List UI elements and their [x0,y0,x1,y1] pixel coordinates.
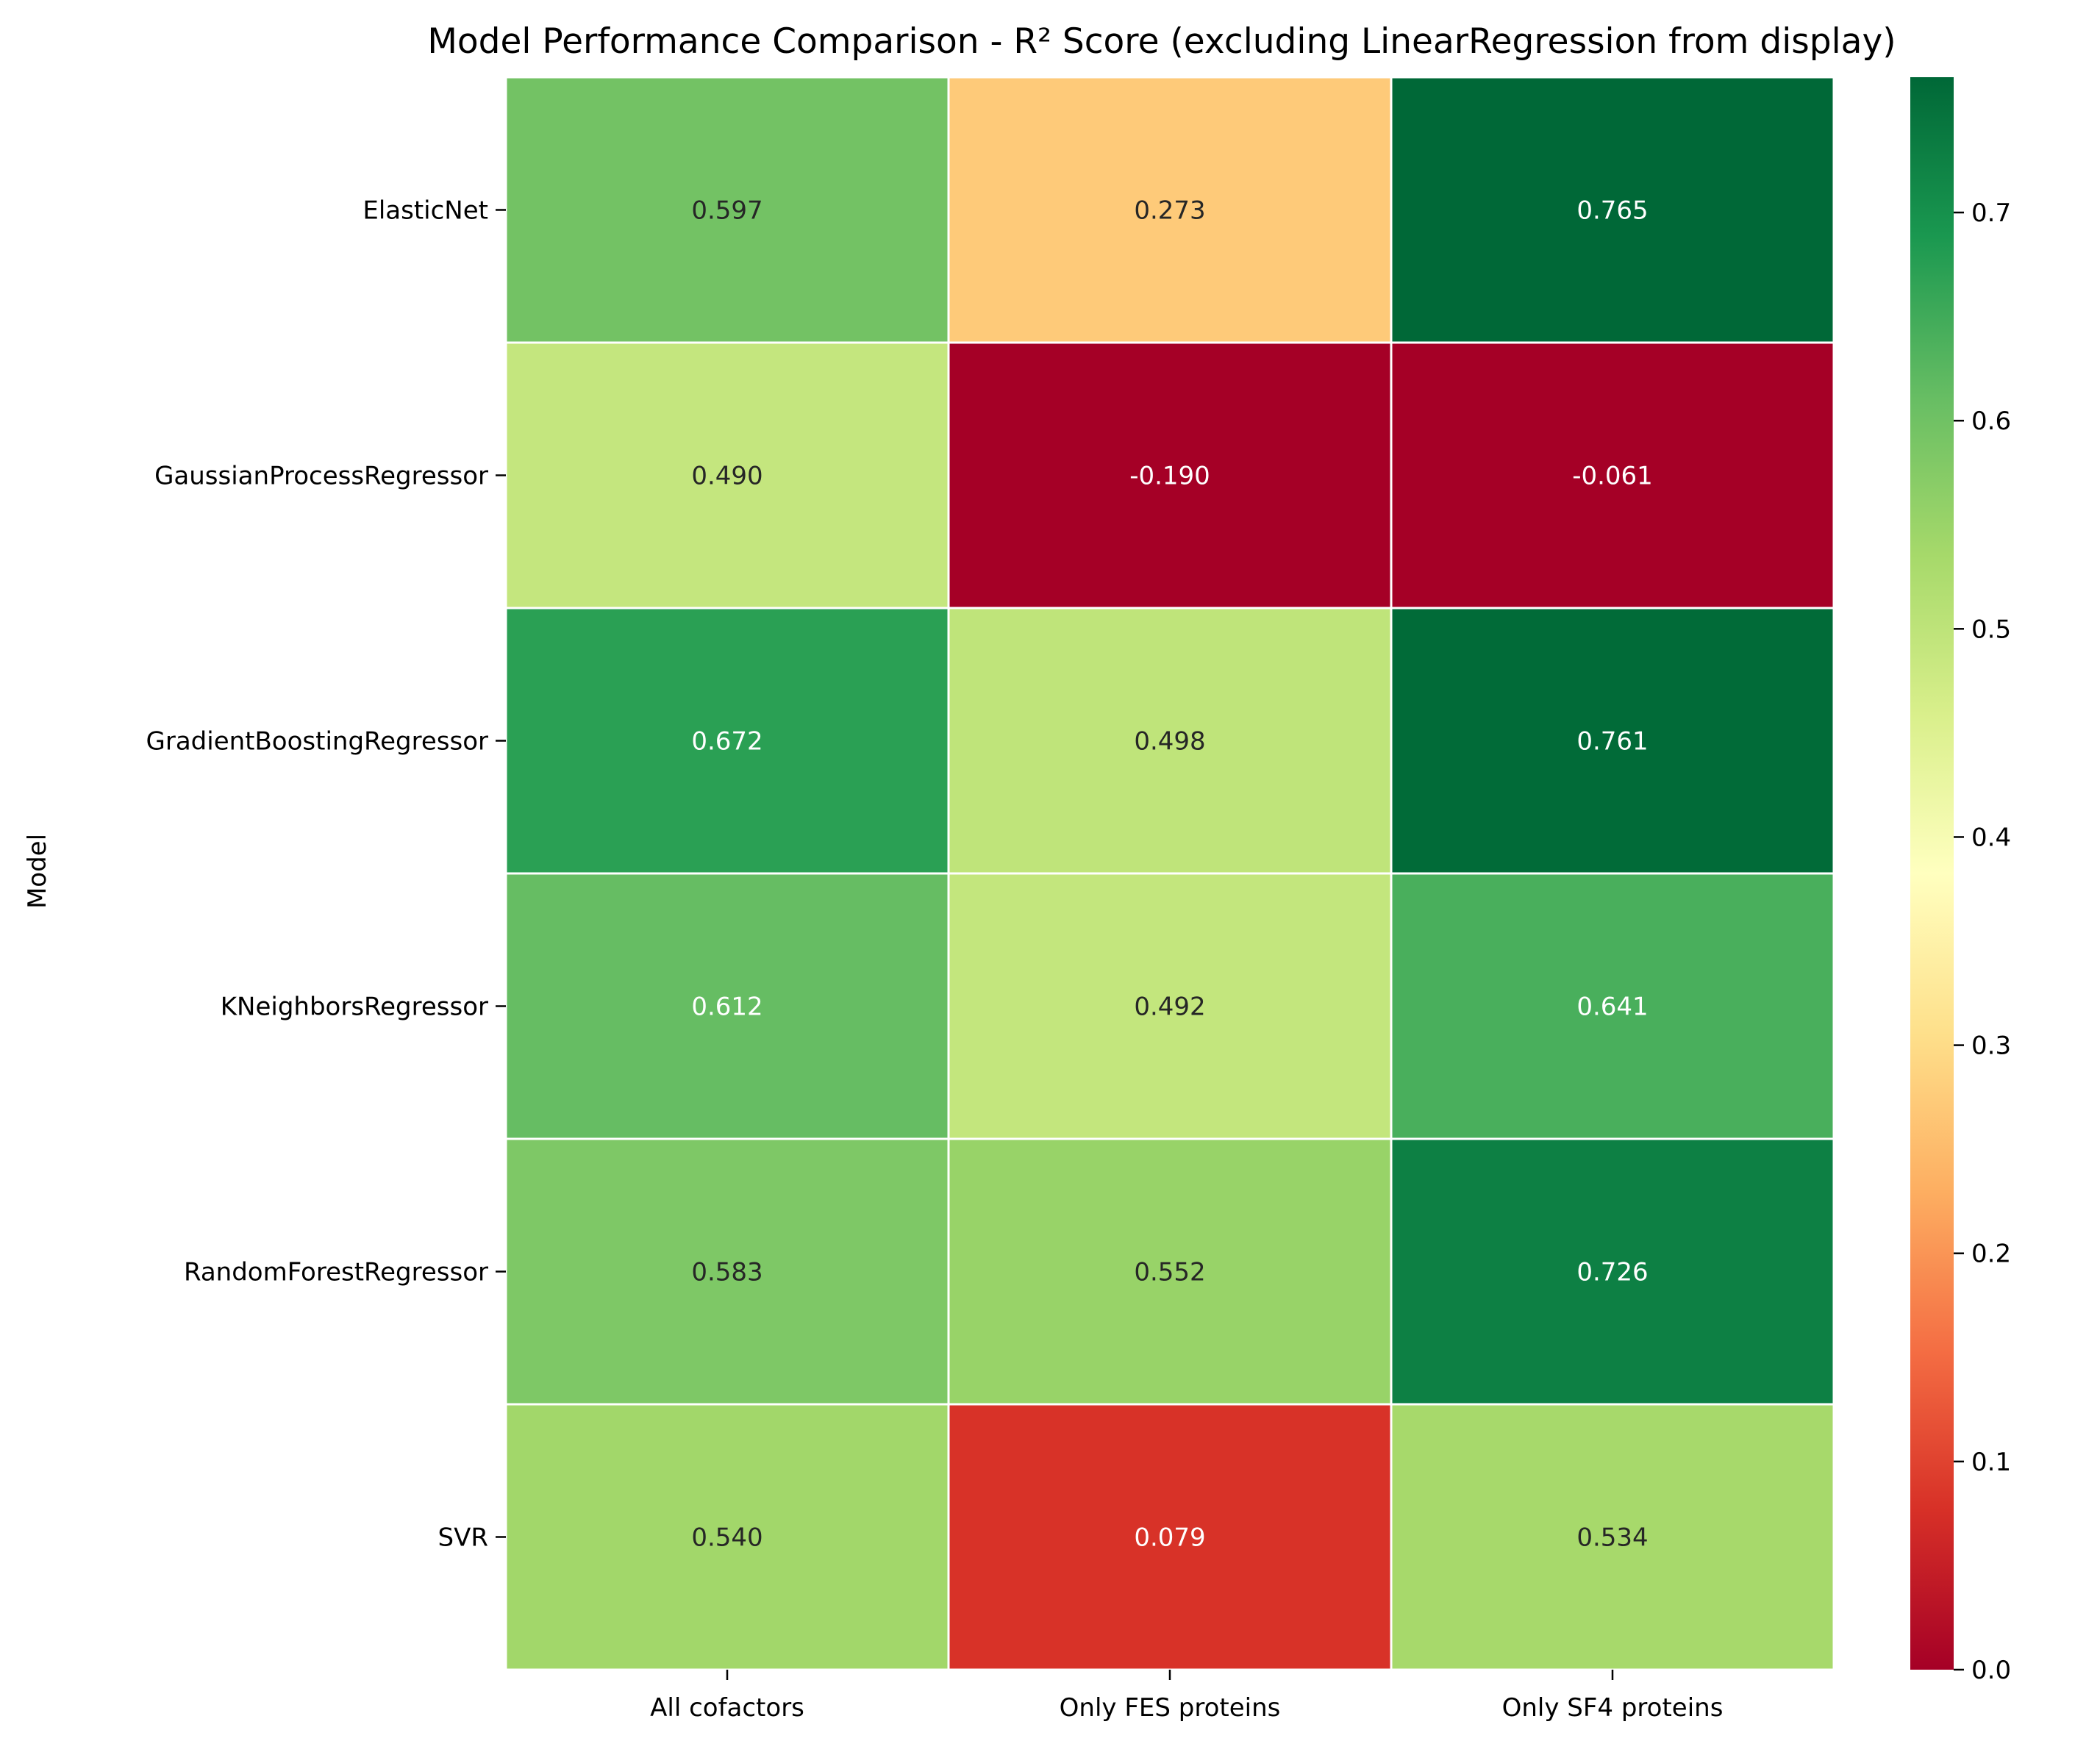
chart-title: Model Performance Comparison - R² Score … [427,21,1896,62]
row-label-elasticnet: ElasticNet [362,196,488,226]
cell-value-kneighborsregressor-all-cofactors: 0.612 [691,993,762,1022]
cell-value-gradientboostingregressor-only-fes-proteins: 0.498 [1134,727,1205,757]
cell-value-gaussianprocessregressor-only-fes-proteins: -0.190 [1129,462,1210,491]
cell-value-gradientboostingregressor-all-cofactors: 0.672 [691,727,762,757]
colorbar-tick-label-4: 0.4 [1971,823,2011,852]
colorbar-tick-label-1: 0.1 [1971,1448,2011,1477]
cell-svr-only-sf4-proteins [1390,1403,1835,1671]
cell-svr-all-cofactors [504,1403,950,1671]
cell-gradientboostingregressor-only-fes-proteins [947,607,1393,875]
colorbar-tick-label-3: 0.3 [1971,1032,2011,1061]
cell-value-gaussianprocessregressor-only-sf4-proteins: -0.061 [1572,462,1653,491]
colorbar-tick-label-2: 0.2 [1971,1240,2011,1269]
cell-randomforestregressor-all-cofactors [504,1137,950,1406]
cell-randomforestregressor-only-sf4-proteins [1390,1137,1835,1406]
colorbar-gradient [1910,77,1954,1670]
cell-gradientboostingregressor-only-sf4-proteins [1390,607,1835,875]
colorbar: 0.0 0.1 0.2 0.3 0.4 0.5 0.6 0.7 [1910,77,2011,1685]
cell-value-randomforestregressor-only-sf4-proteins: 0.726 [1576,1258,1648,1287]
cell-value-svr-only-fes-proteins: 0.079 [1134,1523,1205,1553]
heatmap-cells: 0.597 0.273 0.765 0.490 -0.190 -0.061 0.672 0.4… [504,76,1835,1671]
cell-value-elasticnet-only-sf4-proteins: 0.765 [1576,196,1648,226]
column-label-only-sf4-proteins: Only SF4 proteins [1502,1693,1724,1723]
colorbar-tick-label-5: 0.5 [1971,615,2011,644]
colorbar-tick-label-7: 0.7 [1971,199,2011,228]
cell-value-gradientboostingregressor-only-sf4-proteins: 0.761 [1576,727,1648,757]
column-label-only-fes-proteins: Only FES proteins [1060,1693,1281,1723]
cell-value-svr-all-cofactors: 0.540 [691,1523,762,1553]
cell-value-svr-only-sf4-proteins: 0.534 [1576,1523,1648,1553]
colorbar-tick-label-0: 0.0 [1971,1656,2011,1685]
row-labels: ElasticNet GaussianProcessRegressor Gradie… [146,196,506,1553]
cell-value-randomforestregressor-only-fes-proteins: 0.552 [1134,1258,1205,1287]
cell-randomforestregressor-only-fes-proteins [947,1137,1393,1406]
cell-value-randomforestregressor-all-cofactors: 0.583 [691,1258,762,1287]
cell-value-kneighborsregressor-only-fes-proteins: 0.492 [1134,993,1205,1022]
cell-elasticnet-only-fes-proteins [947,76,1393,344]
column-labels: All cofactors Only FES proteins Only SF4 p… [650,1670,1723,1723]
row-label-gaussianprocessregressor: GaussianProcessRegressor [154,462,488,491]
cell-gradientboostingregressor-all-cofactors [504,607,950,875]
cell-svr-only-fes-proteins [947,1403,1393,1671]
cell-elasticnet-only-sf4-proteins [1390,76,1835,344]
column-label-all-cofactors: All cofactors [650,1693,804,1723]
row-label-randomforestregressor: RandomForestRegressor [184,1258,488,1287]
cell-value-elasticnet-all-cofactors: 0.597 [691,196,762,226]
y-axis-label: Model [23,834,52,909]
cell-value-elasticnet-only-fes-proteins: 0.273 [1134,196,1205,226]
cell-value-gaussianprocessregressor-all-cofactors: 0.490 [691,462,762,491]
row-label-gradientboostingregressor: GradientBoostingRegressor [146,727,489,757]
cell-kneighborsregressor-only-sf4-proteins [1390,872,1835,1140]
colorbar-tick-label-6: 0.6 [1971,407,2011,436]
cell-elasticnet-all-cofactors [504,76,950,344]
cell-value-kneighborsregressor-only-sf4-proteins: 0.641 [1576,993,1648,1022]
cell-gaussianprocessregressor-all-cofactors [504,341,950,609]
row-label-kneighborsregressor: KNeighborsRegressor [221,993,488,1022]
row-label-svr: SVR [438,1523,488,1553]
cell-kneighborsregressor-all-cofactors [504,872,950,1140]
